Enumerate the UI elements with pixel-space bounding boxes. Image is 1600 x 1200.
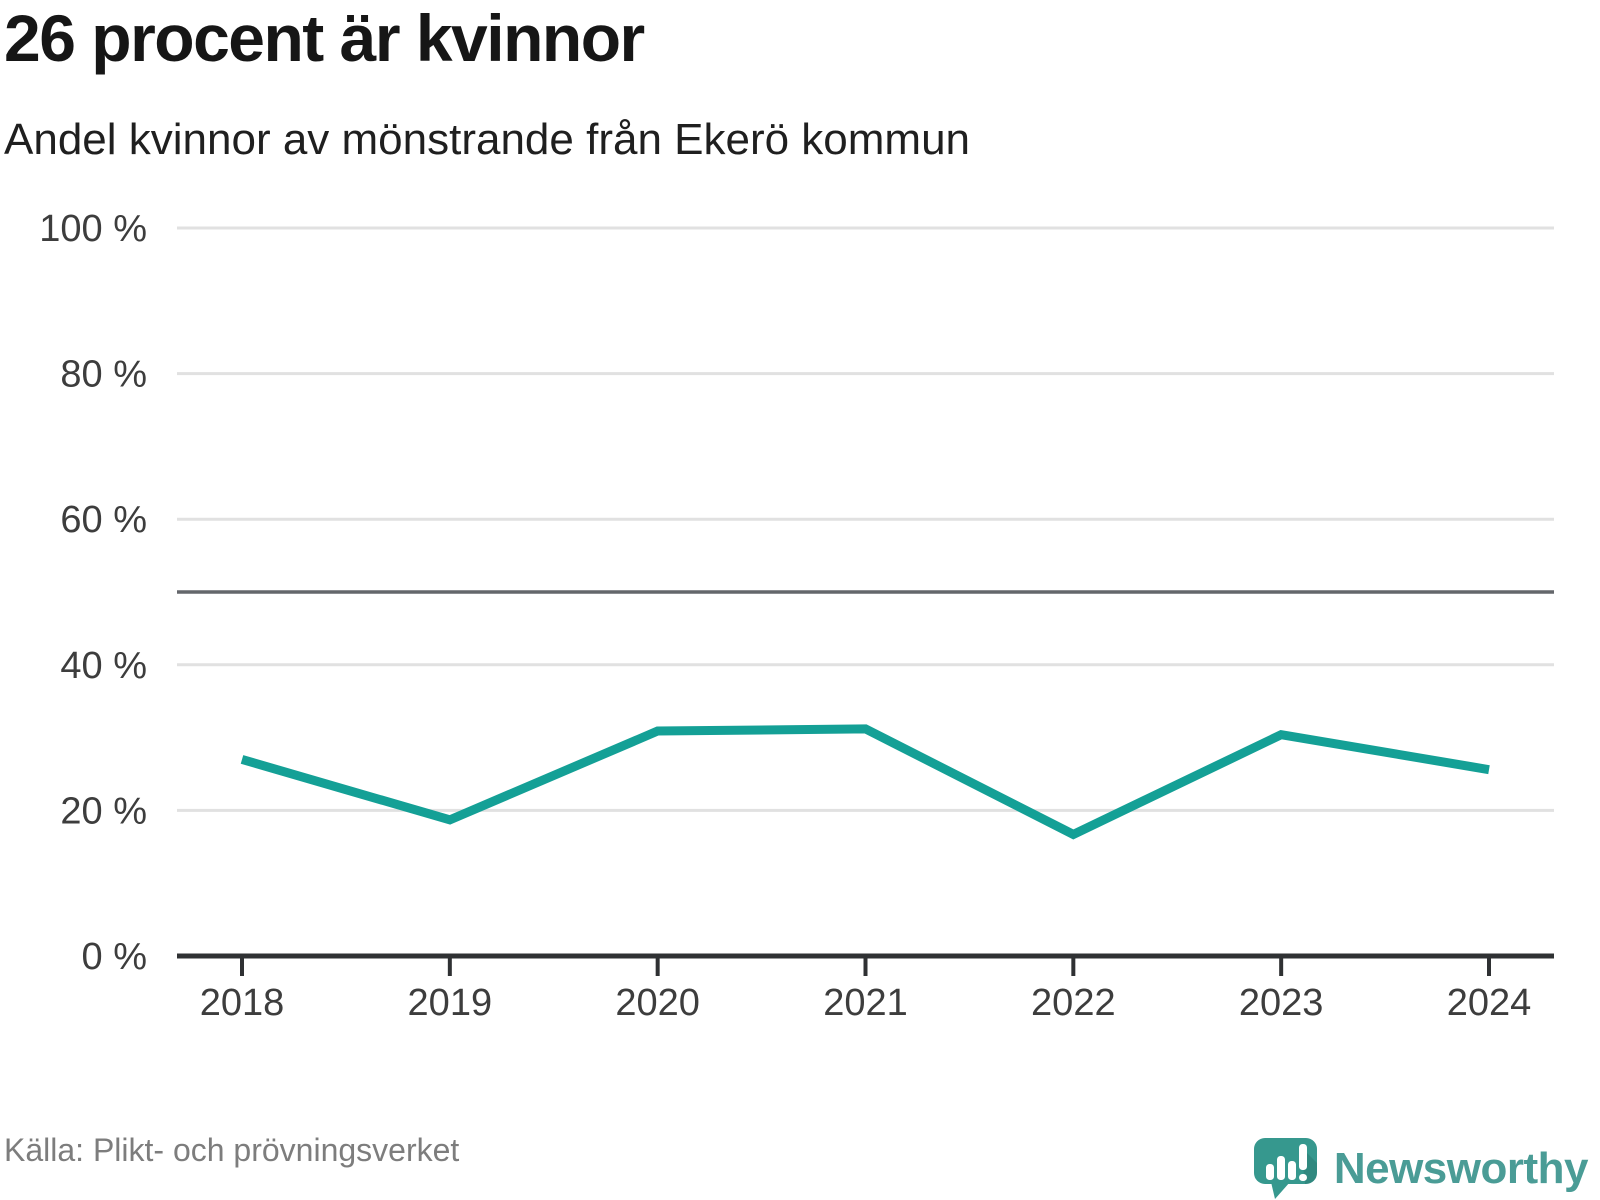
x-tick-label-2022: 2022 [1031, 982, 1116, 1024]
x-tick-label-2021: 2021 [823, 982, 908, 1024]
y-tick-label-100: 100 % [39, 208, 147, 250]
source-attribution: Källa: Plikt- och prövningsverket [4, 1132, 460, 1168]
chart-subtitle: Andel kvinnor av mönstrande från Ekerö k… [4, 115, 971, 164]
y-tick-label-40: 40 % [60, 645, 147, 687]
newsworthy-wordmark: Newsworthy [1333, 1144, 1589, 1193]
data-line [240, 724, 1490, 840]
y-tick-label-20: 20 % [60, 790, 147, 832]
logo-bubble-tail [1270, 1182, 1290, 1199]
x-tick-label-2018: 2018 [200, 982, 285, 1024]
y-tick-label-60: 60 % [60, 499, 147, 541]
x-tick-label-2024: 2024 [1447, 982, 1532, 1024]
newsworthy-speech-bubble-chart-icon [1253, 1138, 1317, 1199]
y-tick-label-80: 80 % [60, 354, 147, 396]
x-tick-label-2019: 2019 [408, 982, 493, 1024]
y-tick-label-0: 0 % [82, 936, 147, 978]
logo-exclamation-dot [1298, 1174, 1307, 1181]
chart-title: 26 procent är kvinnor [4, 1, 645, 75]
newsworthy-logo: Newsworthy [1253, 1138, 1589, 1200]
logo-bar-2 [1276, 1156, 1285, 1180]
x-tick-label-2023: 2023 [1239, 982, 1324, 1024]
logo-bar-1 [1265, 1164, 1274, 1180]
logo-exclamation-bar [1298, 1144, 1307, 1170]
x-tick-label-2020: 2020 [615, 982, 700, 1024]
logo-bar-3 [1287, 1161, 1296, 1180]
